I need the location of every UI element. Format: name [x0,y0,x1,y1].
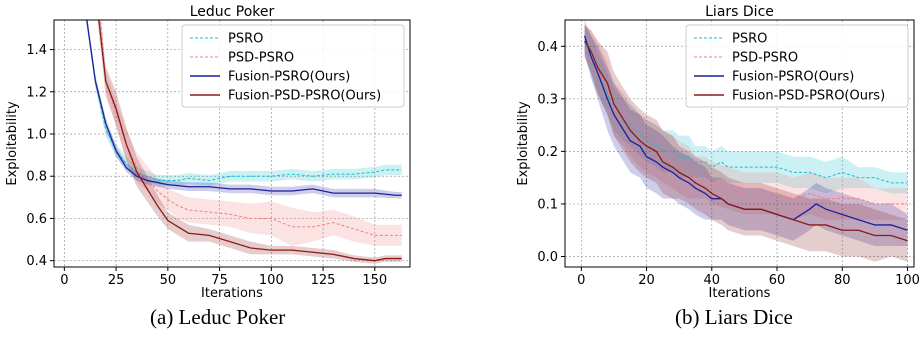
series-line-0 [584,40,908,184]
legend: PSRO PSD-PSRO Fusion-PSRO(Ours) Fusion-PSD-… [685,24,909,108]
caption-leduc-poker: (a) Leduc Poker [150,305,286,329]
y-tick-label: 0.4 [537,40,558,55]
y-tick-label: 1.4 [26,43,47,58]
series-line-1 [584,40,908,205]
series-line-0 [86,20,402,181]
legend-label: Fusion-PSRO(Ours) [228,70,350,85]
liars-dice-chart: 0 20 40 60 80 100 0.0 0.1 0.2 0.3 0.4 Liars Dice Ite… [516,4,920,301]
series-band-3 [584,25,908,262]
y-tick-label: 0.8 [26,170,47,185]
series-band-1 [584,25,908,220]
y-tick-label: 0.4 [26,254,47,269]
x-tick-label: 0 [60,273,68,288]
caption-liars-dice: (b) Liars Dice [675,305,793,329]
series-line-3 [584,40,908,242]
legend-label: PSRO [732,32,767,47]
x-tick-label: 50 [160,273,177,288]
plot-area [583,20,908,262]
y-tick-label: 0.6 [26,212,47,227]
x-tick-label: 0 [577,273,585,288]
y-tick-label: 0.0 [537,250,558,265]
y-tick-label: 1.2 [26,85,47,100]
legend-label: PSD-PSRO [732,51,798,66]
leduc-poker-chart: 0 25 50 75 100 125 150 0.4 0.6 0.8 1.0 1.2 1.4 Leduc … [5,4,411,301]
plot-frame [564,19,915,268]
y-tick-label: 1.0 [26,128,47,143]
y-tick-label: 0.3 [537,92,558,107]
x-tick-label: 20 [638,273,655,288]
chart-title: Liars Dice [705,4,774,20]
legend: PSRO PSD-PSRO Fusion-PSRO(Ours) Fusion-PSD-… [181,24,405,108]
x-axis-label: Iterations [201,286,263,301]
x-tick-label: 60 [769,273,786,288]
x-tick-label: 75 [211,273,228,288]
series-line-3 [98,20,402,262]
x-tick-label: 25 [108,273,125,288]
legend-label: PSD-PSRO [228,51,294,66]
legend-label: Fusion-PSRO(Ours) [732,70,854,85]
legend-box [685,24,909,108]
plot-frame [53,19,411,268]
x-tick-label: 100 [259,273,284,288]
plot-area [85,20,402,264]
legend-label: Fusion-PSD-PSRO(Ours) [732,89,885,104]
series-band-0 [85,20,402,186]
y-tick-label: 0.2 [537,145,558,160]
x-tick-label: 100 [895,273,920,288]
legend-label: PSRO [228,32,263,47]
series-line-1 [100,20,402,236]
series-band-2 [584,20,908,246]
legend-box [181,24,405,108]
x-tick-label: 125 [311,273,336,288]
x-tick-label: 80 [834,273,851,288]
y-axis-label: Exploitability [5,101,20,186]
y-tick-label: 0.1 [537,197,558,212]
legend-label: Fusion-PSD-PSRO(Ours) [228,89,381,104]
x-tick-label: 40 [704,273,721,288]
series-line-2 [86,20,402,196]
x-axis-label: Iterations [709,286,771,301]
chart-title: Leduc Poker [190,4,275,20]
series-line-2 [583,35,908,231]
y-axis-label: Exploitability [516,101,531,186]
x-tick-label: 150 [362,273,387,288]
